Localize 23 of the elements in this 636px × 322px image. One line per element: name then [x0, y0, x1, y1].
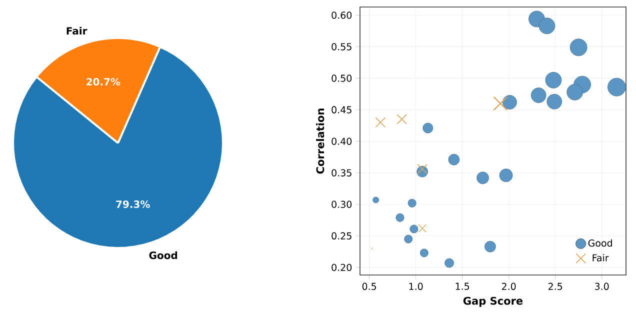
x-tick-label: 2.0	[502, 282, 516, 290]
y-tick-label: 0.20	[332, 264, 352, 272]
y-tick-label: 0.30	[332, 200, 352, 208]
y-tick-label: 0.60	[332, 12, 352, 19]
x-tick-label: 1.0	[409, 282, 423, 290]
x-tick-label: 0.5	[362, 282, 376, 290]
y-tick-label: 0.40	[332, 138, 352, 145]
data-label: 20.7%	[86, 78, 120, 86]
slice-label: Fair	[66, 26, 88, 35]
x-tick-label: 3.0	[594, 282, 609, 290]
slice-label: Good	[149, 251, 178, 260]
legend-label: Good	[588, 239, 612, 247]
y-tick-label: 0.50	[332, 74, 352, 82]
x-axis-title: Gap Score	[463, 296, 523, 307]
y-tick-label: 0.55	[332, 43, 352, 50]
data-label: 79.3%	[116, 200, 150, 208]
y-tick-label: 0.35	[332, 169, 352, 176]
legend-label: Fair	[592, 254, 609, 262]
y-tick-label: 0.25	[332, 232, 352, 240]
y-axis-title: Correlation	[316, 108, 324, 174]
y-tick-label: 0.45	[332, 106, 352, 114]
x-tick-label: 1.5	[456, 282, 470, 290]
x-tick-label: 2.5	[548, 282, 562, 290]
